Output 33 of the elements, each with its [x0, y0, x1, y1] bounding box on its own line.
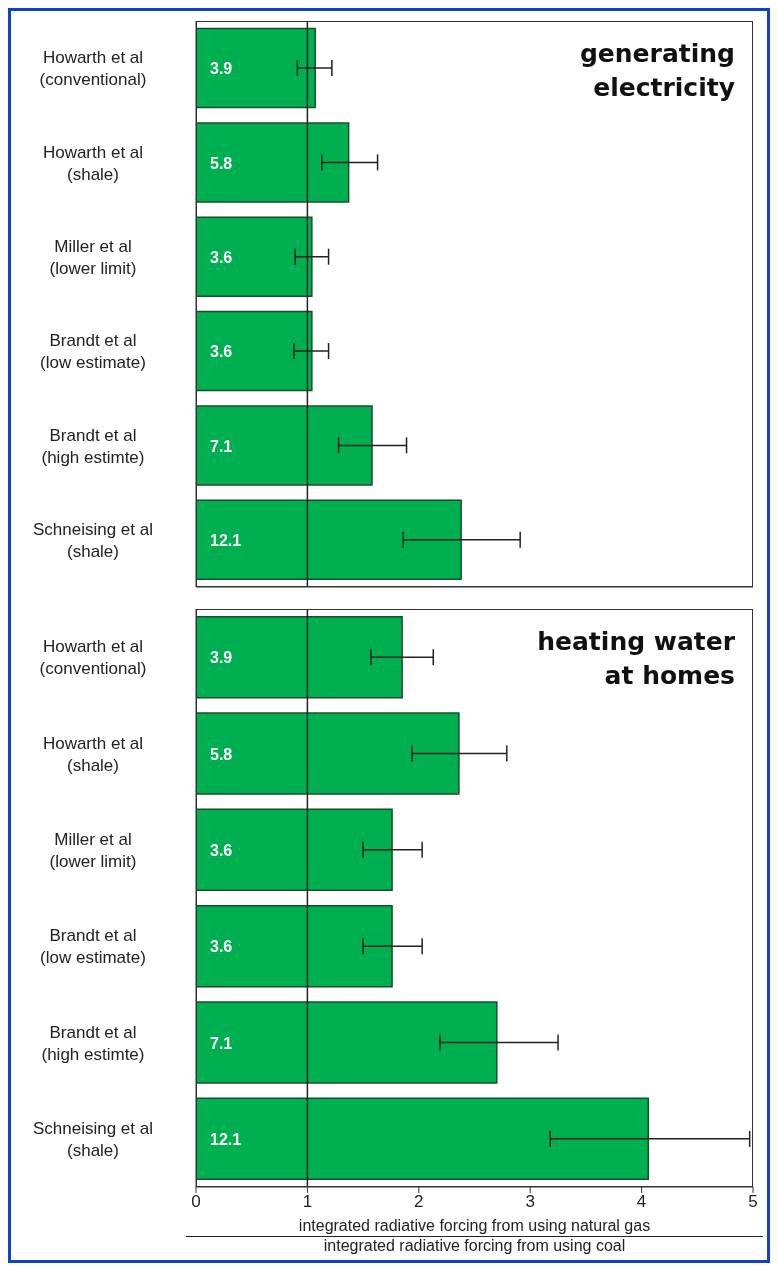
y-tick-label: Schneising et al (shale)	[32, 519, 154, 561]
y-tick-label: Brandt et al (low estimate)	[40, 331, 146, 373]
annotation: 7.1	[210, 437, 233, 455]
y-tick-label: Howarth et al (shale)	[42, 142, 144, 184]
y-tick-label: Howarth et al (shale)	[42, 733, 144, 775]
y-tick-label: Howarth et al (conventional)	[39, 637, 147, 679]
y-tick-label: Brandt et al (high estimte)	[41, 1022, 145, 1064]
annotation: 7.1	[210, 1034, 233, 1052]
annotation: 3.9	[210, 60, 233, 78]
text: heating water at homes	[536, 626, 735, 692]
y-tick-label: Miller et al (lower limit)	[49, 236, 137, 278]
annotation: 3.6	[210, 938, 233, 956]
annotation: 5.8	[210, 745, 233, 763]
y-tick-label: Brandt et al (high estimte)	[41, 425, 145, 467]
y-tick-label: Schneising et al (shale)	[32, 1118, 154, 1160]
x-tick-label: 4	[636, 1192, 647, 1212]
annotation: 3.6	[210, 343, 233, 361]
x-tick-label: 3	[525, 1192, 535, 1212]
y-tick-label: Howarth et al (conventional)	[39, 48, 147, 90]
annotation: 3.6	[210, 248, 233, 266]
annotation: 12.1	[210, 1130, 242, 1148]
y-tick-label: Miller et al (lower limit)	[49, 829, 137, 871]
annotation: 3.6	[210, 841, 233, 859]
annotation: 12.1	[210, 531, 242, 549]
x-axis-title: integrated radiative forcing from using natural gas integrated radiative forcing from using coal	[297, 1217, 652, 1256]
y-tick-label: Brandt et al (low estimate)	[40, 926, 146, 968]
x-tick-label: 0	[191, 1192, 201, 1212]
annotation: 3.9	[210, 649, 233, 667]
x-tick-label: 1	[302, 1192, 313, 1212]
x-tick-label: 2	[414, 1192, 424, 1212]
x-tick-label: 5	[748, 1192, 758, 1212]
annotation: 5.8	[210, 154, 233, 172]
text: generating electricity	[578, 38, 735, 104]
